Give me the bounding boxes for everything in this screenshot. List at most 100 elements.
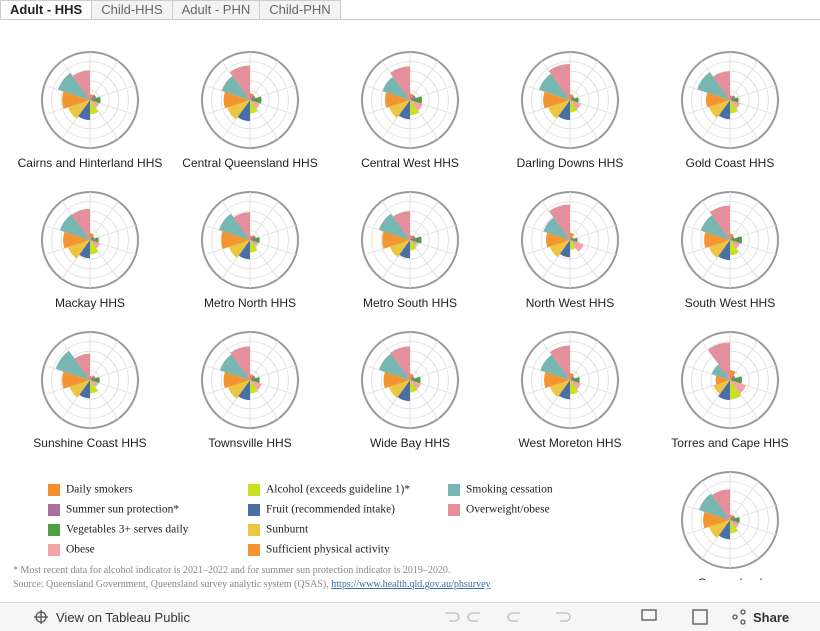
spoke	[684, 99, 731, 116]
spoke	[249, 364, 296, 381]
wedge	[730, 95, 736, 100]
spoke	[89, 379, 119, 420]
wedge	[410, 380, 421, 390]
wedge	[250, 240, 259, 247]
tab[interactable]: Child-PHN	[259, 0, 341, 19]
polar-chart: Metro North HHS	[201, 191, 299, 310]
wedge	[730, 100, 741, 109]
polar-chart: Queensland	[681, 471, 779, 580]
wedge	[713, 380, 730, 394]
wedge	[233, 212, 250, 240]
wedge	[250, 380, 258, 394]
share-button[interactable]: Share	[753, 610, 790, 625]
wedge	[90, 380, 98, 394]
tab[interactable]: Adult - PHN	[171, 0, 261, 19]
wedge	[63, 231, 90, 249]
wedge	[730, 520, 738, 534]
wedge	[709, 205, 730, 240]
panel-title: Queensland	[698, 576, 763, 580]
wedge	[410, 96, 423, 104]
spoke	[569, 200, 599, 241]
legend-swatch	[48, 544, 60, 556]
source-link[interactable]: https://www.health.qld.gov.au/phsurvey	[331, 579, 491, 590]
wedge	[559, 240, 570, 258]
spoke	[89, 379, 136, 396]
wedge	[90, 94, 94, 100]
wedge	[223, 371, 250, 389]
wedge	[700, 215, 730, 240]
wedge	[223, 91, 250, 109]
wedge	[385, 92, 410, 108]
wedge	[718, 380, 730, 401]
wedge	[250, 100, 261, 109]
source-text: Source: Queensland Government, Queenslan…	[13, 579, 329, 590]
panel-title: Metro South HHS	[363, 296, 457, 310]
legend-swatch	[48, 504, 60, 516]
wedge	[543, 91, 570, 109]
spoke	[729, 504, 776, 521]
wedge	[549, 345, 570, 380]
legend-label: Sufficient physical activity	[266, 544, 390, 556]
wedge	[250, 377, 260, 383]
wedge	[238, 380, 250, 401]
wedge	[410, 240, 419, 247]
wedge	[570, 373, 574, 380]
wedge	[79, 240, 90, 259]
wedge	[55, 350, 90, 380]
wedge	[68, 240, 90, 259]
spoke	[249, 379, 279, 420]
wedge	[730, 236, 735, 240]
tab[interactable]: Adult - HHS	[0, 0, 93, 19]
wedge	[730, 240, 741, 249]
legend-label: Vegetables 3+ serves daily	[66, 524, 189, 536]
wedge	[570, 236, 574, 240]
wedge	[730, 514, 734, 520]
view-on-tableau[interactable]: View on Tableau Public	[56, 610, 190, 625]
wedge	[704, 231, 730, 249]
panel-title: Gold Coast HHS	[686, 156, 775, 170]
spoke	[569, 239, 616, 256]
panel-title: West Moreton HHS	[518, 436, 621, 450]
wedge	[544, 371, 570, 389]
wedge	[90, 240, 99, 255]
wedge	[218, 213, 250, 240]
wedge	[390, 66, 410, 100]
wedge	[730, 375, 736, 380]
wedge	[389, 240, 410, 258]
legend-label: Obese	[66, 544, 95, 556]
wedge	[711, 364, 730, 380]
wedge	[570, 232, 575, 240]
spoke	[89, 364, 136, 381]
tab[interactable]: Child-HHS	[91, 0, 173, 19]
polar-chart: West Moreton HHS	[518, 331, 622, 450]
wedge	[718, 100, 730, 120]
wedge	[730, 240, 740, 256]
panel-title: Torres and Cape HHS	[671, 436, 788, 450]
wedge	[382, 76, 410, 100]
spoke	[409, 200, 439, 241]
wedge	[69, 380, 90, 398]
wedge	[410, 100, 423, 111]
wedge	[90, 380, 99, 387]
polar-chart: Cairns and Hinterland HHS	[18, 51, 162, 170]
panel-title: South West HHS	[685, 296, 775, 310]
wedge	[90, 233, 94, 240]
wedge	[730, 380, 746, 394]
wedge	[72, 70, 90, 100]
wedge	[90, 377, 100, 383]
spoke	[409, 364, 456, 381]
legend-label: Alcohol (exceeds guideline 1)*	[266, 484, 410, 496]
toolbar-icons	[34, 609, 746, 625]
wedge	[90, 375, 96, 380]
legend-label: Summer sun protection*	[66, 504, 179, 516]
legend-swatch	[248, 504, 260, 516]
wedge	[410, 373, 414, 380]
wedge	[219, 354, 250, 380]
panel-title: North West HHS	[526, 296, 614, 310]
wedge	[390, 346, 410, 380]
spoke	[729, 364, 776, 381]
wedge	[59, 214, 90, 240]
spoke	[569, 340, 599, 381]
spoke	[729, 480, 759, 521]
